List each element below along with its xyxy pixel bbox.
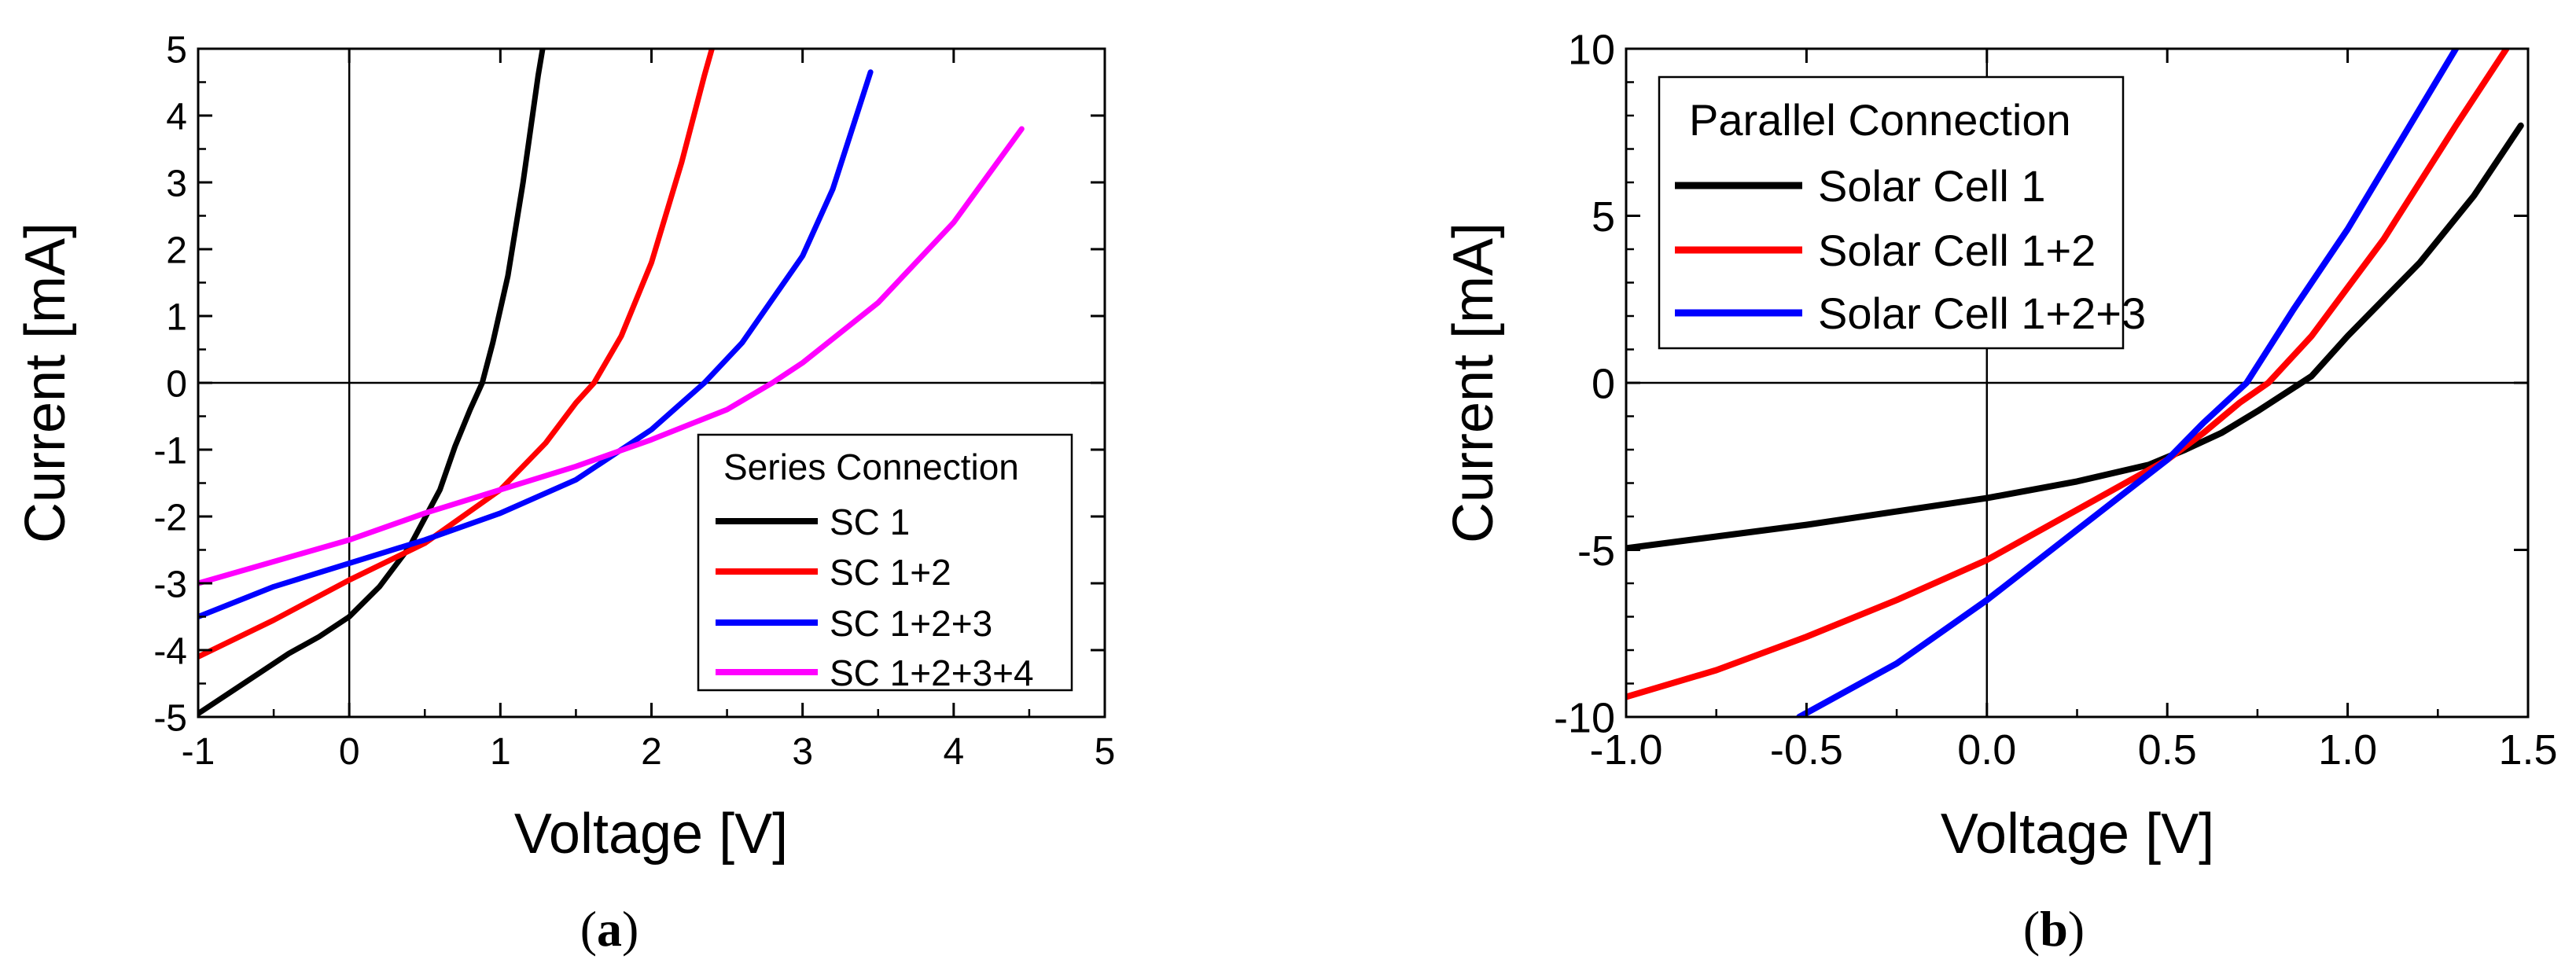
chart-a-x-tick-label: 2 [641,731,662,773]
chart-a-y-tick-label: 5 [166,29,187,71]
chart-b-x-tick-label: 1.0 [2318,726,2377,774]
chart-b: -1.0 -0.5 0.0 0.5 1.0 1.5 -10 -5 0 5 10 Voltage [V… [1442,26,2558,957]
chart-a-legend-label-sc1234: SC 1+2+3+4 [830,652,1034,693]
chart-b-x-tick-label: 0.0 [1957,726,2016,774]
chart-a-legend-label-sc123: SC 1+2+3 [830,603,992,644]
chart-a-series-layer [198,49,1105,717]
chart-b-x-tick-label: 1.5 [2498,726,2557,774]
chart-b-legend-label-cell123: Solar Cell 1+2+3 [1818,289,2146,338]
chart-a-y-tick-label: 0 [166,363,187,405]
chart-b-y-tick-label: -10 [1554,694,1615,741]
chart-b-legend-title: Parallel Connection [1689,95,2071,145]
chart-b-y-tick-label: 10 [1568,26,1615,73]
chart-a-x-tick-label: 4 [943,731,964,773]
chart-a-y-tick-label: -3 [153,564,187,605]
chart-a-x-tick-label: -1 [182,731,215,773]
chart-a-y-tick-label: 4 [166,96,187,138]
chart-a-series-sc-1-2 [198,49,715,660]
chart-a-y-tick-label: -2 [153,497,187,538]
chart-a-x-tick-label: 1 [490,731,511,773]
chart-a-legend-title: Series Connection [723,447,1019,487]
chart-a-x-tick-label: 5 [1095,731,1116,773]
chart-a-ticks: -1 0 1 2 3 4 5 -5 -4 -3 -2 -1 0 1 2 3 4 5 [153,29,1115,773]
chart-b-x-tick-label: -0.5 [1770,726,1843,774]
chart-a-panel-label: (a) [580,901,639,957]
chart-a-legend-label-sc12: SC 1+2 [830,552,951,593]
chart-a-x-axis-label: Voltage [V] [514,803,788,866]
chart-b-y-axis-label: Current [mA] [1442,222,1505,543]
chart-a-y-tick-label: -5 [153,697,187,739]
chart-a-y-tick-label: -1 [153,430,187,472]
chart-b-series-solar-cell-1-2 [1626,49,2510,700]
chart-a-legend-box [697,433,1073,692]
chart-b-x-axis-label: Voltage [V] [1941,803,2214,866]
chart-a: -1 0 1 2 3 4 5 -5 -4 -3 -2 -1 0 1 2 3 4 5 Voltage [V] Cur… [14,29,1115,957]
chart-a-series-sc-1 [198,49,546,717]
chart-b-panel-label: (b) [2023,901,2085,957]
chart-b-x-tick-label: 0.5 [2138,726,2197,774]
chart-a-y-tick-label: -4 [153,630,187,672]
chart-a-y-tick-label: 2 [166,230,187,271]
chart-b-legend-label-cell12: Solar Cell 1+2 [1818,226,2096,275]
chart-a-legend-label-sc1: SC 1 [830,502,910,542]
chart-a-legend: Series Connection SC 1 SC 1+2 SC 1+2+3 S… [697,433,1073,693]
chart-b-y-tick-label: 0 [1592,360,1615,407]
chart-b-ticks: -1.0 -0.5 0.0 0.5 1.0 1.5 -10 -5 0 5 10 [1554,26,2558,774]
chart-a-y-axis-label: Current [mA] [14,222,77,543]
chart-b-series-solar-cell-1-2-3 [1796,49,2460,717]
chart-a-y-tick-label: 1 [166,296,187,338]
chart-b-series-layer [1626,49,2528,717]
chart-b-x-tick-label: -1.0 [1589,726,1662,774]
chart-b-y-tick-label: -5 [1577,527,1615,575]
chart-b-legend-label-cell1: Solar Cell 1 [1818,161,2045,211]
chart-a-y-tick-label: 3 [166,163,187,204]
chart-b-legend: Parallel Connection Solar Cell 1 Solar C… [1658,75,2146,350]
chart-b-y-tick-label: 5 [1592,193,1615,241]
chart-b-legend-box [1658,75,2125,350]
chart-a-x-tick-label: 0 [339,731,360,773]
chart-b-series-solar-cell-1 [1626,122,2524,552]
chart-a-x-tick-label: 3 [792,731,813,773]
chart-a-series-sc-1-2-3 [198,69,874,619]
chart-a-series-sc-1-2-3-4 [198,126,1025,586]
